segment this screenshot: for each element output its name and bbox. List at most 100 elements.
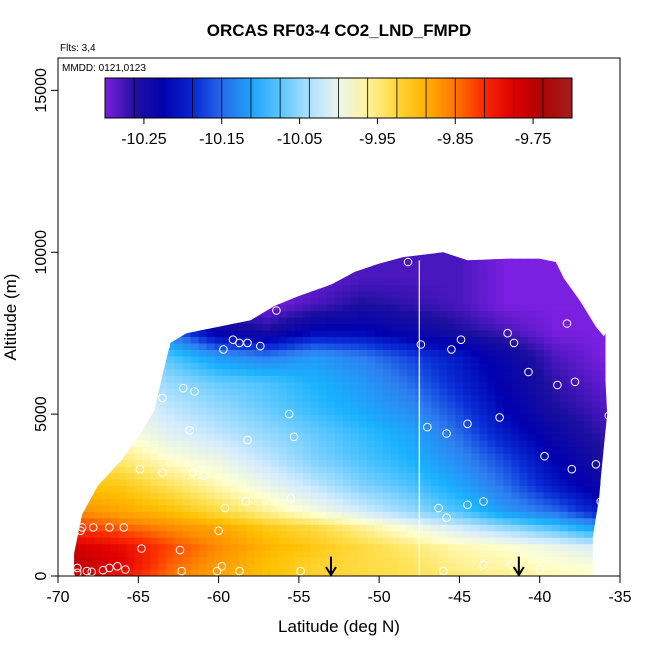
heat-cell <box>246 478 256 486</box>
heat-cell <box>262 446 272 454</box>
heat-cell <box>182 465 192 473</box>
heat-cell <box>294 452 304 461</box>
heat-cell <box>174 310 184 318</box>
heat-cell <box>375 420 384 428</box>
heat-cell <box>487 498 497 506</box>
heat-cell <box>591 349 601 357</box>
heat-cell <box>399 401 408 409</box>
heat-cell <box>318 388 328 396</box>
heat-cell <box>222 485 232 493</box>
colorbar-segment <box>309 78 339 118</box>
heat-cell <box>367 537 376 545</box>
heat-cell <box>359 452 368 461</box>
heat-cell <box>567 485 577 493</box>
heat-cell <box>391 485 400 493</box>
heat-cell <box>230 284 240 292</box>
heat-cell <box>383 336 392 344</box>
heat-cell <box>262 485 272 493</box>
heat-cell <box>487 407 497 415</box>
heat-cell <box>471 265 481 273</box>
heat-cell <box>310 550 320 558</box>
heat-cell <box>479 414 489 422</box>
heat-cell <box>351 310 360 318</box>
heat-cell <box>230 530 240 538</box>
heat-cell <box>110 427 119 435</box>
heat-cell <box>343 414 352 422</box>
heat-cell <box>407 381 416 389</box>
heat-cell <box>286 265 296 273</box>
heat-cell <box>343 304 352 312</box>
heat-cell <box>78 459 87 467</box>
heat-cell <box>608 518 617 525</box>
sample-point <box>463 500 472 510</box>
heat-cell <box>511 537 521 545</box>
heat-cell <box>214 524 224 532</box>
heat-cell <box>326 550 336 558</box>
heat-cell <box>286 465 296 473</box>
colorbar-segment <box>396 78 427 118</box>
heat-cell <box>150 498 159 506</box>
heat-cell <box>519 433 529 441</box>
heat-cell <box>118 381 127 389</box>
heat-cell <box>198 304 208 312</box>
heat-cell <box>535 375 545 383</box>
heat-cell <box>182 446 192 454</box>
heat-cell <box>318 563 328 571</box>
heat-cell <box>142 284 151 292</box>
heat-cell <box>286 310 296 318</box>
heat-cell <box>351 304 360 312</box>
heat-cell <box>214 323 224 331</box>
heat-cell <box>455 368 465 376</box>
heat-cell <box>278 563 288 571</box>
heat-cell <box>190 388 200 396</box>
heat-cell <box>487 317 497 325</box>
heat-cell <box>182 543 192 551</box>
heat-cell <box>559 491 569 499</box>
heat-cell <box>431 375 440 383</box>
heat-cell <box>74 537 79 545</box>
heat-cell <box>575 465 585 473</box>
heat-cell <box>351 284 360 292</box>
heat-cell <box>214 543 224 551</box>
heat-cell <box>535 304 545 312</box>
heat-cell <box>567 563 577 571</box>
heat-cell <box>463 530 473 538</box>
heat-cell <box>503 524 513 532</box>
heat-cell <box>214 271 224 279</box>
heat-cell <box>222 407 232 415</box>
heat-cell <box>270 459 280 467</box>
heat-cell <box>102 252 111 260</box>
heat-cell <box>158 433 167 441</box>
heat-cell <box>351 278 360 286</box>
heat-cell <box>254 342 264 350</box>
heat-cell <box>206 563 216 571</box>
heat-cell <box>535 478 545 486</box>
heat-cell <box>567 362 577 370</box>
heat-cell <box>102 375 111 383</box>
heat-cell <box>487 569 497 577</box>
heat-cell <box>455 310 465 318</box>
heat-cell <box>150 349 159 357</box>
heat-cell <box>110 414 119 422</box>
heat-cell <box>118 375 127 383</box>
heat-cell <box>575 550 585 558</box>
heat-cell <box>182 355 192 363</box>
heat-cell <box>383 297 392 305</box>
heat-cell <box>230 446 240 454</box>
heat-cell <box>118 310 127 318</box>
heat-cell <box>222 550 232 558</box>
heat-cell <box>375 265 384 273</box>
heat-cell <box>375 459 384 467</box>
heat-cell <box>391 362 400 370</box>
heat-cell <box>431 504 440 512</box>
heat-cell <box>318 284 328 292</box>
heat-cell <box>206 355 216 363</box>
heat-cell <box>118 349 127 357</box>
heat-cell <box>479 284 489 292</box>
heat-cell <box>222 317 232 325</box>
colorbar-tick-label: -9.85 <box>437 131 474 148</box>
heat-cell <box>423 329 432 338</box>
heat-cell <box>399 258 408 266</box>
sample-point <box>185 426 194 435</box>
heat-cell <box>519 414 529 422</box>
